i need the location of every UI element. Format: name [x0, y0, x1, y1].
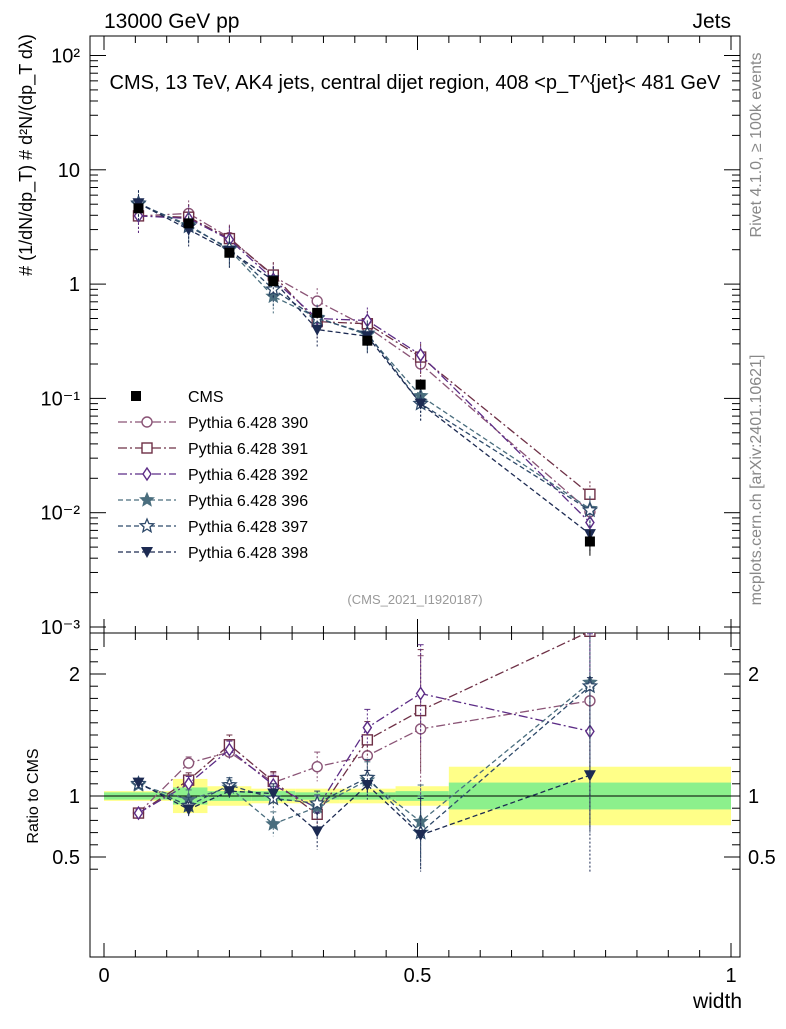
- chart-title: CMS, 13 TeV, AK4 jets, central dijet reg…: [110, 72, 722, 94]
- mc-marker-ratio: [414, 830, 427, 842]
- ratio-panel-frame: [89, 632, 741, 958]
- y-tick-label: 10²: [51, 46, 80, 68]
- cms-marker: [312, 307, 323, 318]
- rivet-version-label: Rivet 4.1.0, ≥ 100k events: [748, 53, 765, 238]
- legend-item: Pythia 6.428 396: [118, 491, 308, 510]
- legend-item: Pythia 6.428 397: [118, 517, 308, 536]
- y-axis-title: # (1/dN/dp_T) # d²N/(dp_T dλ): [16, 34, 37, 276]
- legend-marker: [142, 466, 152, 482]
- cms-marker: [415, 379, 426, 390]
- mc-line-ratio: [138, 700, 591, 814]
- legend-item-cms: CMS: [131, 389, 224, 406]
- mc-line-ratio: [138, 692, 591, 814]
- mc-line-ratio: [138, 774, 591, 836]
- ratio-tick-label-right: 2: [748, 664, 759, 686]
- mc-marker-ratio: [223, 786, 236, 798]
- legend-marker: [141, 442, 153, 454]
- mc-marker-ratio: [308, 794, 326, 811]
- x-axis-title: width: [692, 990, 742, 1013]
- top-panel-frame: [89, 35, 741, 634]
- mc-marker-top: [415, 347, 426, 363]
- legend-item: Pythia 6.428 392: [118, 466, 308, 484]
- legend-label: Pythia 6.428 398: [188, 545, 308, 562]
- cms-marker: [183, 218, 194, 229]
- mc-marker-ratio: [311, 761, 323, 773]
- mc-marker-ratio: [182, 804, 195, 816]
- cms-marker: [224, 247, 235, 258]
- ratio-tick-label-right: 1: [748, 786, 759, 808]
- mc-marker-ratio: [132, 777, 145, 789]
- ratio-tick-label-left: 2: [69, 664, 80, 686]
- x-tick-label: 0: [98, 965, 109, 987]
- mc-marker-ratio: [311, 826, 324, 838]
- legend-cms-marker: [131, 391, 141, 401]
- y-axis-title-text: # (1/dN/dp_T) # d²N/(dp_T dλ): [16, 34, 37, 276]
- ratio-tick-label-left: 0.5: [52, 847, 80, 869]
- x-tick-label: 0.5: [404, 965, 432, 987]
- mc-line-top: [138, 212, 591, 513]
- mc-line-top: [138, 203, 591, 510]
- legend-item: Pythia 6.428 398: [118, 545, 308, 562]
- x-tick-label: 1: [725, 965, 736, 987]
- mc-marker-ratio: [415, 686, 426, 701]
- legend-cms-label: CMS: [188, 389, 224, 406]
- mc-line-ratio: [138, 685, 591, 834]
- legend-item: Pythia 6.428 390: [118, 415, 308, 432]
- mc-line-top: [138, 215, 591, 495]
- ratio-axis-title: Ratio to CMS: [25, 748, 42, 843]
- mc-line-top: [138, 215, 591, 524]
- cms-marker: [133, 203, 144, 214]
- cms-marker: [584, 536, 595, 547]
- mc-marker-ratio: [265, 815, 282, 831]
- mc-marker-ratio: [361, 780, 374, 792]
- legend-label: Pythia 6.428 396: [188, 493, 308, 510]
- energy-label: 13000 GeV pp: [104, 10, 239, 33]
- cms-marker: [268, 276, 279, 287]
- mc-marker-ratio: [133, 805, 144, 821]
- y-tick-label: 10⁻³: [41, 617, 81, 639]
- mc-marker-top: [584, 488, 596, 500]
- mc-marker-ratio: [267, 788, 280, 800]
- category-label: Jets: [692, 10, 731, 33]
- mc-line-top: [138, 202, 591, 511]
- legend-label: Pythia 6.428 397: [188, 519, 308, 536]
- y-tick-label: 10⁻²: [41, 503, 81, 525]
- mc-marker-top: [414, 398, 427, 410]
- y-tick-label: 10⁻¹: [41, 388, 81, 410]
- mcplots-label: mcplots.cern.ch [arXiv:2401.10621]: [748, 355, 765, 606]
- analysis-tag: (CMS_2021_I1920187): [347, 592, 482, 607]
- mc-marker-ratio: [581, 677, 599, 694]
- ratio-tick-label-right: 0.5: [748, 847, 776, 869]
- ratio-tick-label-left: 1: [69, 786, 80, 808]
- legend-label: Pythia 6.428 391: [188, 441, 308, 458]
- mc-marker-ratio: [182, 757, 195, 769]
- mc-line-top: [138, 202, 591, 535]
- legend-marker: [138, 517, 156, 534]
- mc-marker-top: [311, 324, 324, 336]
- mc-marker-ratio: [362, 720, 373, 735]
- legend-marker: [141, 416, 153, 428]
- cms-marker: [362, 335, 373, 346]
- y-tick-label: 1: [69, 274, 80, 296]
- mc-marker-top: [581, 501, 599, 518]
- mc-marker-ratio: [583, 770, 596, 782]
- legend-label: Pythia 6.428 392: [188, 467, 308, 484]
- legend-item: Pythia 6.428 391: [118, 441, 308, 458]
- legend-marker: [139, 491, 155, 507]
- y-tick-label: 10: [58, 160, 80, 182]
- mc-line-ratio: [138, 633, 588, 816]
- mc-marker-ratio: [224, 742, 235, 757]
- legend-label: Pythia 6.428 390: [188, 415, 308, 432]
- legend-marker: [141, 547, 153, 558]
